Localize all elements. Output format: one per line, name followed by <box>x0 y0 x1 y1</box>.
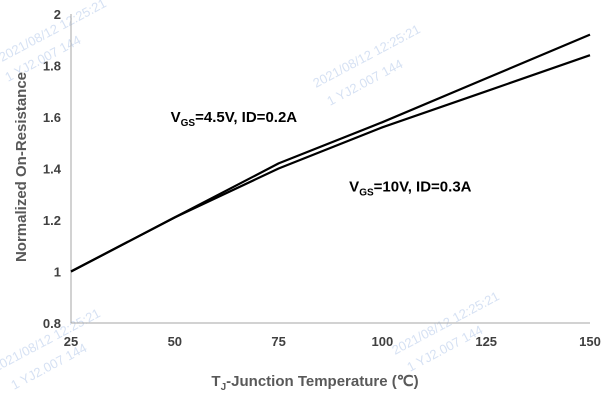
x-tick-label: 25 <box>64 334 78 349</box>
x-axis-title-subscript: J <box>221 382 227 393</box>
x-axis-title: TJ-Junction Temperature (℃) <box>211 373 418 393</box>
series-line-2 <box>70 54 591 273</box>
y-tick-label: 1.4 <box>43 162 62 177</box>
y-tick-label: 1.8 <box>43 59 61 74</box>
series-annotation-1: VGS=4.5V, ID=0.2A <box>171 109 298 129</box>
series-layer <box>70 33 591 273</box>
x-tick-label: 150 <box>579 334 601 349</box>
y-tick-label: 1.2 <box>43 213 61 228</box>
series-annotation-2: VGS=10V, ID=0.3A <box>349 179 471 199</box>
y-axis-title: Normalized On-Resistance <box>13 72 30 262</box>
x-tick-labels: 25 50 75 100 125 150 <box>64 334 601 349</box>
y-tick-label: 1.6 <box>43 110 61 125</box>
y-tick-label: 1 <box>54 265 61 280</box>
y-tick-label: 0.8 <box>43 316 61 331</box>
axes <box>70 14 590 324</box>
y-tick-label: 2 <box>54 7 61 22</box>
y-tick-labels: 0.8 1 1.2 1.4 1.6 1.8 2 <box>43 7 62 331</box>
x-tick-label: 100 <box>372 334 394 349</box>
x-tick-label: 50 <box>168 334 182 349</box>
x-tick-label: 75 <box>271 334 285 349</box>
annotation-layer: VGS=4.5V, ID=0.2A VGS=10V, ID=0.3A <box>171 109 472 199</box>
x-axis-title-rest: -Junction Temperature (℃) <box>226 373 418 390</box>
x-axis-title-main: T <box>211 373 220 390</box>
x-tick-label: 125 <box>475 334 497 349</box>
